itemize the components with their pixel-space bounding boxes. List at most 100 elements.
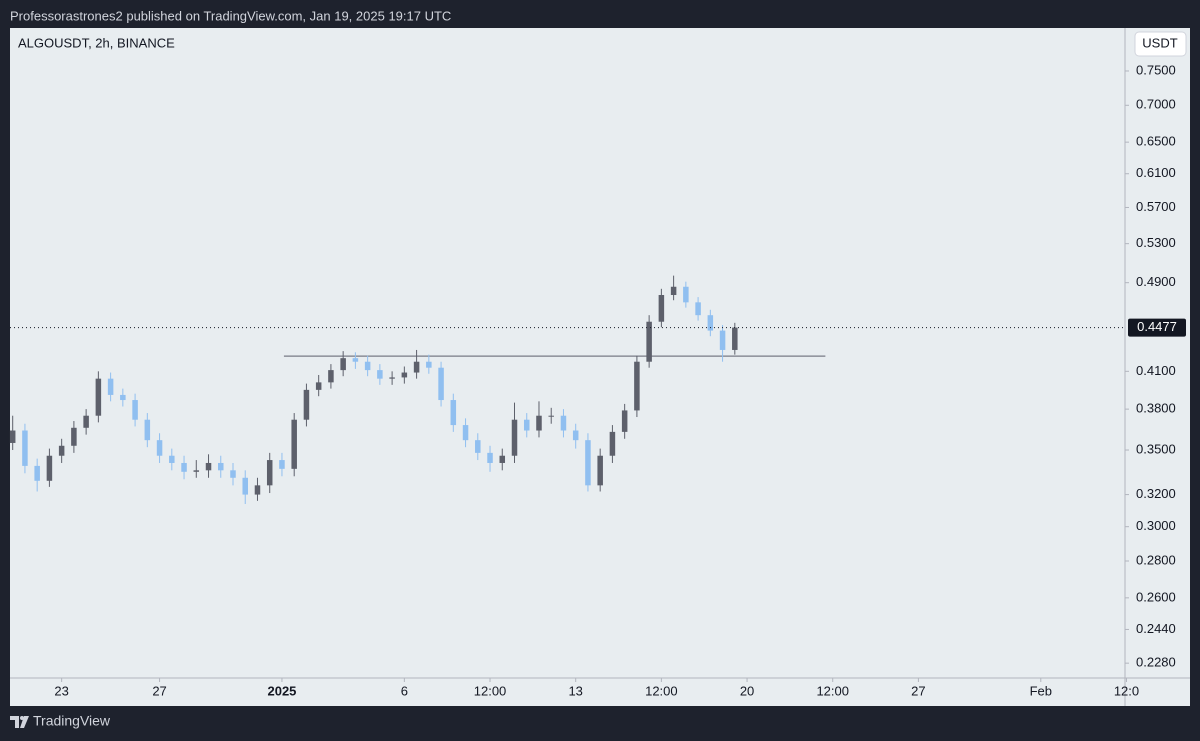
candle-body	[695, 302, 701, 316]
candle-body	[181, 462, 187, 472]
candle-body	[364, 361, 371, 371]
x-tick-label: 12:0	[1114, 683, 1139, 698]
last-price-label: 0.4477	[1137, 319, 1177, 334]
candle-body	[156, 440, 163, 456]
candle-body	[46, 455, 53, 481]
y-tick-label: 0.3800	[1136, 401, 1176, 416]
y-tick-label: 0.5300	[1136, 235, 1176, 250]
chart-panel	[10, 28, 1190, 706]
x-tick-label: 20	[740, 683, 754, 698]
candle-body	[218, 462, 224, 471]
candle-body	[9, 430, 16, 443]
candle-body	[646, 321, 652, 362]
candle-body	[377, 370, 383, 379]
x-tick-label: 12:00	[645, 683, 678, 698]
candle-body	[462, 425, 469, 441]
symbol-title: ALGOUSDT, 2h, BINANCE	[18, 35, 175, 50]
candle-body	[144, 419, 151, 441]
x-tick-label: 27	[911, 683, 925, 698]
x-tick-label: 2025	[267, 683, 296, 698]
y-tick-label: 0.7500	[1136, 62, 1176, 77]
candle-body	[205, 462, 212, 471]
x-tick-label: 27	[152, 683, 166, 698]
header-text: Professorastrones2 published on TradingV…	[10, 8, 451, 23]
y-tick-label: 0.3500	[1136, 441, 1176, 456]
candle-body	[536, 415, 542, 431]
y-tick-label: 0.4900	[1136, 274, 1176, 289]
candle-body	[83, 415, 89, 428]
candle-body	[475, 440, 481, 453]
candle-body	[303, 389, 310, 420]
candle-body	[670, 286, 677, 296]
candle-body	[426, 361, 432, 368]
candle-body	[95, 378, 102, 416]
y-tick-label: 0.3200	[1136, 486, 1176, 501]
candle-body	[132, 400, 138, 420]
y-tick-label: 0.2280	[1136, 655, 1176, 670]
x-tick-label: 23	[54, 683, 68, 698]
candle-body	[719, 330, 726, 350]
candle-body	[401, 372, 408, 378]
x-tick-label: 6	[401, 683, 408, 698]
candle-body	[658, 295, 665, 322]
y-tick-label: 0.5700	[1136, 199, 1176, 214]
x-tick-label: 12:00	[816, 683, 849, 698]
candle-body	[266, 460, 273, 486]
x-tick-label: Feb	[1030, 683, 1052, 698]
candle-body	[597, 455, 603, 486]
y-tick-label: 0.3000	[1136, 518, 1176, 533]
y-tick-label: 0.2800	[1136, 552, 1176, 567]
candle-body	[242, 477, 248, 495]
candle-body	[683, 286, 689, 303]
candle-body	[71, 427, 77, 446]
y-tick-label: 0.6100	[1136, 165, 1176, 180]
candle-body	[438, 367, 444, 401]
candle-body	[352, 358, 359, 362]
candle-body	[487, 452, 493, 463]
candle-body	[634, 361, 640, 411]
candle-body	[328, 370, 334, 383]
candle-body	[291, 419, 297, 469]
candle-body	[254, 485, 261, 495]
candle-body	[413, 361, 420, 373]
candle-body	[315, 382, 322, 390]
candle-body	[230, 470, 236, 478]
candle-body	[572, 430, 579, 441]
candle-body	[22, 430, 28, 466]
candle-body	[585, 440, 591, 486]
y-tick-label: 0.2600	[1136, 589, 1176, 604]
candle-body	[499, 455, 506, 463]
candle-body	[120, 394, 126, 401]
currency-box[interactable]	[1134, 31, 1187, 57]
plot: 0.7500 0.7000 0.6500 0.6100 0.5700 0.5300 0.49…	[9, 62, 1186, 698]
candle-body	[560, 415, 567, 431]
y-tick-label: 0.4100	[1136, 363, 1176, 378]
x-tick-label: 13	[568, 683, 582, 698]
candle-body	[58, 445, 65, 456]
candle-body	[707, 315, 714, 331]
candle-body	[193, 470, 200, 472]
tv-logo	[10, 716, 29, 728]
candle-body	[169, 455, 175, 463]
currency-label: USDT	[1142, 35, 1177, 50]
candle-body	[732, 327, 738, 350]
last-price-box	[1128, 318, 1186, 337]
candle-body	[621, 410, 628, 432]
candle-body	[523, 419, 530, 431]
candle-body	[511, 419, 518, 456]
x-tick-label: 12:00	[474, 683, 507, 698]
y-tick-label: 0.2440	[1136, 621, 1176, 636]
candle-body	[107, 378, 114, 395]
candle-body	[34, 465, 40, 481]
candle-body	[279, 460, 285, 469]
y-tick-label: 0.6500	[1136, 134, 1176, 149]
y-tick-label: 0.7000	[1136, 97, 1176, 112]
brand: TradingView	[33, 713, 111, 729]
candle-body	[389, 377, 395, 379]
candle-body	[340, 358, 346, 371]
candle-body	[450, 400, 457, 426]
candle-body	[609, 431, 616, 456]
candle-body	[548, 415, 554, 417]
